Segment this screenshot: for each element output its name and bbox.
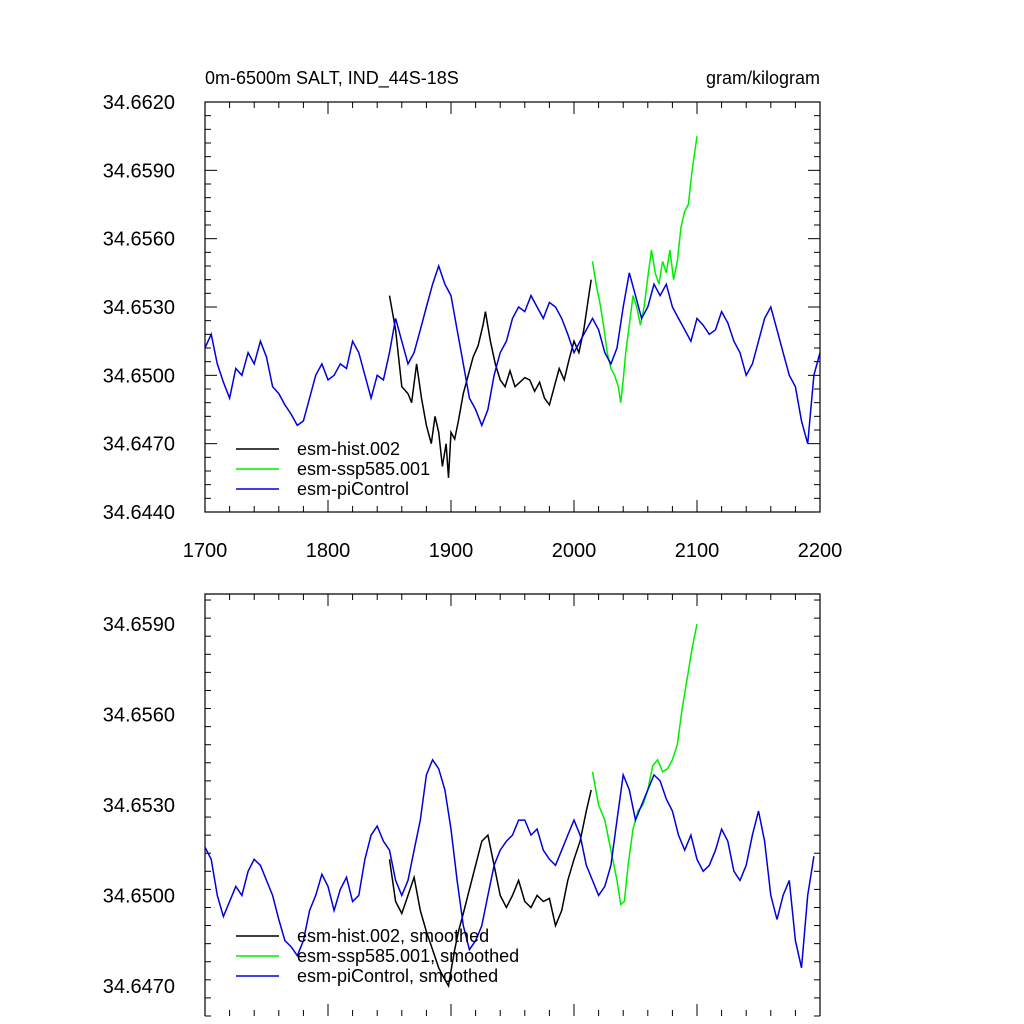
series-line-1 [388, 789, 592, 989]
y-tick-label: 34.6620 [103, 92, 175, 114]
y-tick-label: 34.6560 [103, 229, 175, 251]
legend-label-3: esm-piControl [297, 479, 409, 499]
series-line-3 [205, 263, 820, 444]
y-tick-label: 34.6590 [103, 614, 175, 636]
x-tick-label: 2100 [675, 540, 720, 562]
y-tick-label: 34.6560 [103, 705, 175, 727]
series-line-3 [205, 758, 815, 968]
series-line-1 [388, 279, 592, 478]
legend-label-1: esm-hist.002, smoothed [297, 926, 489, 946]
legend-label-2: esm-ssp585.001 [297, 459, 430, 479]
y-tick-label: 34.6500 [103, 885, 175, 907]
plot-frame-2 [204, 593, 821, 1016]
legend-label-2: esm-ssp585.001, smoothed [297, 946, 519, 966]
legend-label-3: esm-piControl, smoothed [297, 966, 498, 986]
series-line-2 [591, 623, 698, 906]
series-line-2 [591, 136, 698, 403]
x-tick-label: 1800 [306, 540, 351, 562]
x-tick-label: 1900 [429, 540, 474, 562]
y-tick-label: 34.6500 [103, 365, 175, 387]
chart-title: 0m-6500m SALT, IND_44S-18S [205, 68, 459, 89]
units-label: gram/kilogram [706, 68, 820, 88]
y-tick-label: 34.6470 [103, 976, 175, 998]
x-tick-label: 2000 [552, 540, 597, 562]
legend-label-1: esm-hist.002 [297, 439, 400, 459]
x-tick-label: 2200 [798, 540, 843, 562]
y-tick-label: 34.6530 [103, 795, 175, 817]
y-tick-label: 34.6440 [103, 502, 175, 524]
y-tick-label: 34.6470 [103, 434, 175, 456]
x-tick-label: 1700 [183, 540, 228, 562]
y-tick-label: 34.6530 [103, 297, 175, 319]
y-tick-label: 34.6590 [103, 160, 175, 182]
